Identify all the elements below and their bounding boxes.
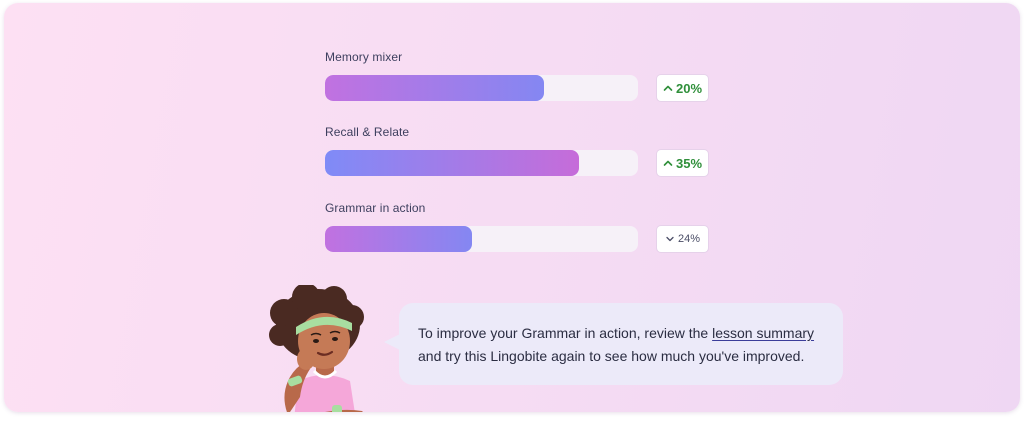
chevron-down-icon — [666, 236, 674, 242]
change-badge-recall-relate: 35% — [657, 150, 708, 176]
progress-fill-recall-relate — [325, 150, 579, 176]
metric-label-grammar-in-action: Grammar in action — [325, 201, 426, 215]
change-badge-memory-mixer: 20% — [657, 75, 708, 101]
lesson-summary-link[interactable]: lesson summary — [712, 325, 815, 341]
chevron-up-icon — [663, 160, 673, 166]
change-value-recall-relate: 35% — [675, 155, 703, 171]
change-badge-grammar-in-action: 24% — [657, 226, 708, 252]
progress-track-memory-mixer — [325, 75, 638, 101]
tutor-avatar — [269, 285, 364, 412]
feedback-speech-bubble: To improve your Grammar in action, revie… — [399, 303, 843, 385]
chevron-up-icon — [663, 85, 673, 91]
feedback-text-end: and try this Lingobite again to see how … — [418, 348, 805, 364]
metric-label-memory-mixer: Memory mixer — [325, 50, 403, 64]
progress-track-recall-relate — [325, 150, 638, 176]
progress-fill-grammar-in-action — [325, 226, 473, 252]
results-card: Memory mixer 20% Recall & Relate 35% Gra… — [4, 3, 1020, 412]
change-value-memory-mixer: 20% — [675, 80, 703, 96]
progress-fill-memory-mixer — [325, 75, 545, 101]
change-value-grammar-in-action: 24% — [677, 233, 701, 245]
progress-track-grammar-in-action — [325, 226, 638, 252]
metric-label-recall-relate: Recall & Relate — [325, 125, 410, 139]
feedback-text-start: To improve your Grammar in action, revie… — [418, 325, 713, 341]
speech-bubble-tail — [384, 334, 400, 350]
